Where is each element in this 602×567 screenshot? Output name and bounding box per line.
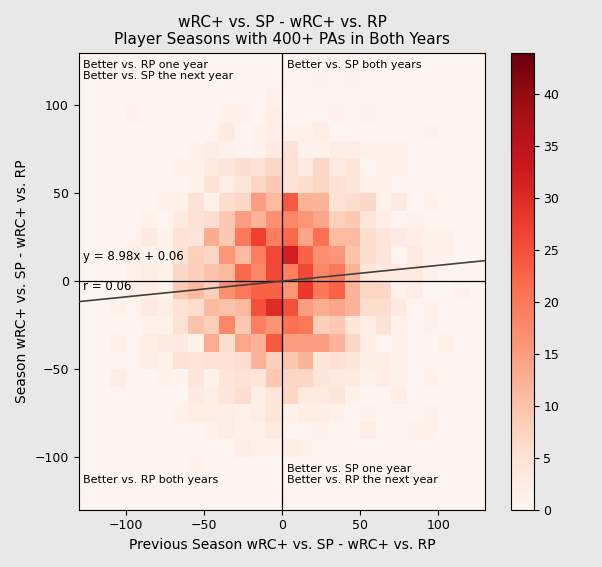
Title: wRC+ vs. SP - wRC+ vs. RP
Player Seasons with 400+ PAs in Both Years: wRC+ vs. SP - wRC+ vs. RP Player Seasons… [114, 15, 450, 48]
X-axis label: Previous Season wRC+ vs. SP - wRC+ vs. RP: Previous Season wRC+ vs. SP - wRC+ vs. R… [129, 538, 435, 552]
Text: Better vs. RP both years: Better vs. RP both years [83, 475, 219, 485]
Text: Better vs. SP one year
Better vs. RP the next year: Better vs. SP one year Better vs. RP the… [287, 463, 438, 485]
Text: y = 8.98x + 0.06: y = 8.98x + 0.06 [83, 250, 184, 263]
Text: Better vs. SP both years: Better vs. SP both years [287, 60, 421, 70]
Text: Better vs. RP one year
Better vs. SP the next year: Better vs. RP one year Better vs. SP the… [83, 60, 234, 81]
Text: r = 0.06: r = 0.06 [83, 280, 132, 293]
Y-axis label: Season wRC+ vs. SP - wRC+ vs. RP: Season wRC+ vs. SP - wRC+ vs. RP [15, 159, 29, 403]
